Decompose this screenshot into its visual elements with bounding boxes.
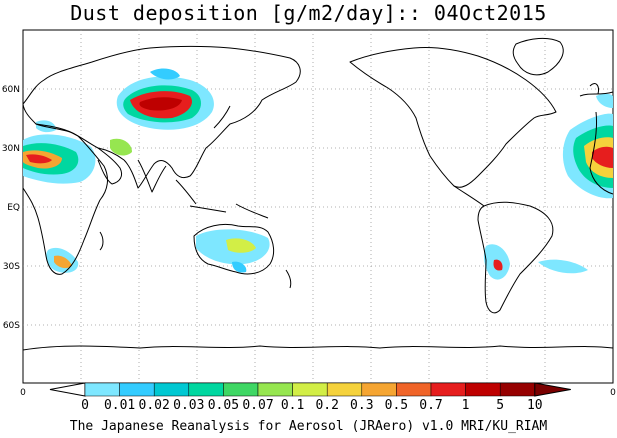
lat-label-30s: 30S <box>3 262 20 272</box>
graticule <box>23 30 613 383</box>
lat-label-eq: EQ <box>7 203 20 213</box>
colorbar-swatch <box>326 382 363 397</box>
colorbar-swatch <box>153 382 190 397</box>
colorbar-swatch <box>361 382 397 397</box>
colorbar-label: 5 <box>496 398 504 413</box>
colorbar-swatch <box>84 382 120 397</box>
colorbar-label: 0.5 <box>385 398 408 413</box>
colorbar-swatch <box>396 382 432 397</box>
colorbar-label: 0 <box>81 398 89 413</box>
colorbar: 0 0.01 0.02 0.03 0.05 0.07 0.1 0.2 0.3 0.5 0.7 1 5 10 <box>49 382 571 413</box>
lat-label-60s: 60S <box>3 321 20 331</box>
colorbar-swatch <box>257 382 293 397</box>
colorbar-label: 0.7 <box>419 398 442 413</box>
lat-label-60n: 60N <box>2 85 20 95</box>
colorbar-label: 0.01 <box>104 398 135 413</box>
coastlines <box>22 37 614 351</box>
lat-labels: 60N 30N EQ 30S 60S <box>2 85 20 331</box>
colorbar-swatch <box>223 382 259 397</box>
colorbar-swatch <box>465 382 501 397</box>
colorbar-under-arrow <box>49 382 86 397</box>
colorbar-swatch <box>499 382 536 397</box>
colorbar-label: 0.05 <box>208 398 239 413</box>
footer-credit: The Japanese Reanalysis for Aerosol (JRA… <box>69 419 548 434</box>
colorbar-label: 0.03 <box>173 398 204 413</box>
lon-label-left: 0 <box>20 388 26 398</box>
colorbar-swatch <box>292 382 328 397</box>
lat-label-30n: 30N <box>2 144 20 154</box>
map-frame <box>22 29 614 384</box>
lon-label-right: 0 <box>610 388 616 398</box>
colorbar-label: 0.07 <box>242 398 273 413</box>
colorbar-label: 0.1 <box>281 398 304 413</box>
dust-shading <box>23 68 613 280</box>
colorbar-label: 0.2 <box>315 398 338 413</box>
colorbar-label: 1 <box>462 398 470 413</box>
map-title: Dust deposition [g/m2/day]:: 04Oct2015 <box>70 1 547 25</box>
colorbar-label: 0.3 <box>350 398 373 413</box>
colorbar-swatch <box>119 382 155 397</box>
colorbar-label: 0.02 <box>139 398 170 413</box>
colorbar-swatch <box>188 382 224 397</box>
colorbar-swatch <box>430 382 466 397</box>
colorbar-over-arrow <box>534 382 571 397</box>
colorbar-label: 10 <box>527 398 543 413</box>
